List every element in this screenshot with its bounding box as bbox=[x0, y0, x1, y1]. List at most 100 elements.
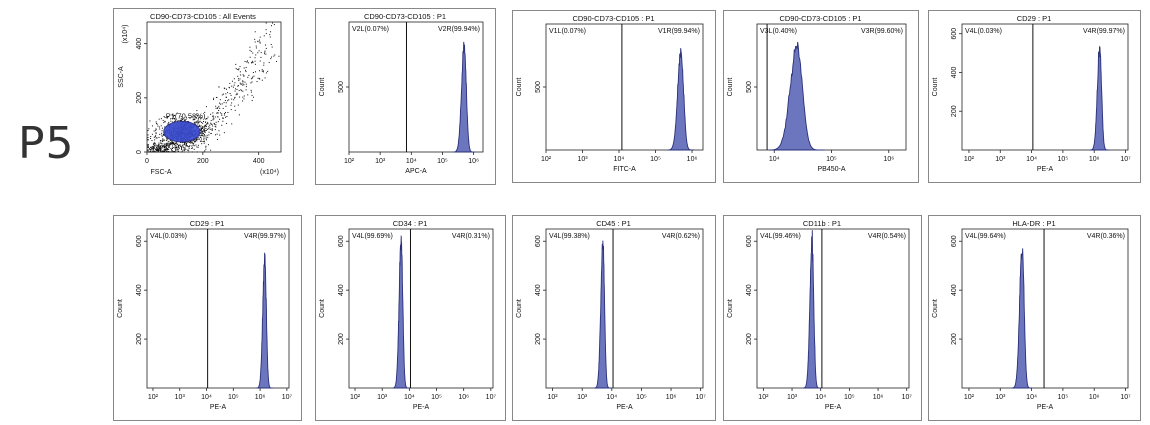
scatter-point bbox=[258, 39, 260, 41]
scatter-point bbox=[160, 145, 162, 147]
scatter-point bbox=[203, 137, 205, 139]
scatter-point bbox=[238, 79, 240, 81]
scatter-point bbox=[246, 60, 248, 62]
scatter-point bbox=[254, 57, 256, 59]
scatter-point bbox=[154, 142, 156, 144]
scatter-point bbox=[175, 120, 177, 122]
scatter-point bbox=[171, 142, 173, 144]
scatter-point bbox=[201, 134, 203, 136]
scatter-point bbox=[170, 143, 172, 145]
scatter-point bbox=[151, 140, 153, 142]
scatter-point bbox=[179, 145, 181, 147]
y-tick-label: 200 bbox=[338, 333, 345, 345]
gate-left-label: V4L(99.69%) bbox=[352, 233, 393, 240]
y-tick-label: 400 bbox=[951, 67, 958, 79]
x-tick-label: 10⁶ bbox=[873, 394, 884, 401]
scatter-point bbox=[209, 129, 211, 131]
scatter-point bbox=[255, 71, 257, 73]
scatter-point bbox=[189, 117, 191, 119]
scatter-point bbox=[212, 115, 214, 117]
scatter-point bbox=[166, 143, 168, 145]
plot-area bbox=[756, 228, 910, 389]
scatter-point bbox=[196, 140, 198, 142]
scatter-point bbox=[203, 138, 205, 140]
scatter-point bbox=[148, 128, 150, 130]
panel-3: CD90-CD73-CD105 : P1 V1L(0.07%) V1R(99.94%… bbox=[512, 10, 716, 183]
scatter-point bbox=[204, 131, 206, 133]
scatter-point bbox=[161, 132, 163, 134]
scatter-point bbox=[170, 120, 172, 122]
scatter-point bbox=[245, 89, 247, 91]
scatter-point bbox=[197, 137, 199, 139]
scatter-point bbox=[171, 150, 173, 152]
scatter-point bbox=[229, 82, 231, 84]
scatter-point bbox=[250, 78, 252, 80]
scatter-point bbox=[197, 138, 199, 140]
scatter-point bbox=[161, 145, 163, 147]
x-tick-label: 10⁶ bbox=[1089, 394, 1100, 401]
scatter-point bbox=[248, 74, 250, 76]
plot-area bbox=[961, 228, 1129, 389]
y-axis-label: Count bbox=[319, 78, 326, 97]
scatter-point bbox=[164, 151, 166, 153]
scatter-point bbox=[242, 82, 244, 84]
y-axis-label: Count bbox=[932, 299, 939, 318]
y-axis-label: Count bbox=[516, 78, 523, 97]
histogram-peak bbox=[392, 235, 410, 389]
panel-frame bbox=[723, 10, 919, 183]
scatter-point bbox=[237, 78, 239, 80]
scatter-point bbox=[269, 36, 271, 38]
scatter-point bbox=[204, 125, 206, 127]
x-tick-label: 10² bbox=[350, 394, 361, 401]
scatter-point bbox=[201, 121, 203, 123]
scatter-point bbox=[168, 145, 170, 147]
scatter-point bbox=[221, 114, 223, 116]
scatter-point bbox=[176, 149, 178, 151]
scatter-point bbox=[158, 145, 160, 147]
scatter-point bbox=[250, 62, 252, 64]
scatter-point bbox=[270, 31, 272, 33]
scatter-point bbox=[155, 144, 157, 146]
x-tick-label: 10⁷ bbox=[1120, 394, 1131, 401]
scatter-point bbox=[250, 82, 252, 84]
scatter-point bbox=[217, 112, 219, 114]
scatter-point bbox=[168, 146, 170, 148]
scatter-point bbox=[148, 151, 150, 153]
scatter-point bbox=[212, 117, 214, 119]
scatter-point bbox=[180, 148, 182, 150]
scatter-point bbox=[244, 61, 246, 63]
scatter-point bbox=[253, 75, 255, 77]
scatter-point bbox=[173, 116, 175, 118]
scatter-point bbox=[225, 102, 227, 104]
scatter-point bbox=[251, 94, 253, 96]
x-tick-label: 10³ bbox=[787, 394, 798, 401]
scatter-point bbox=[208, 131, 210, 133]
scatter-point bbox=[188, 146, 190, 148]
scatter-point bbox=[197, 119, 199, 121]
scatter-point bbox=[157, 148, 159, 150]
scatter-point bbox=[243, 98, 245, 100]
scatter-point bbox=[159, 147, 161, 149]
scatter-point bbox=[155, 130, 157, 132]
scatter-point bbox=[161, 135, 163, 137]
x-tick-label: 10⁵ bbox=[1058, 394, 1069, 401]
scatter-point bbox=[175, 150, 177, 152]
scatter-point bbox=[192, 142, 194, 144]
gate-right-label: V4R(0.54%) bbox=[868, 233, 906, 240]
scatter-point bbox=[252, 52, 254, 54]
scatter-point bbox=[258, 50, 260, 52]
y-unit-label: (x10⁴) bbox=[122, 25, 129, 44]
scatter-point bbox=[263, 53, 265, 55]
x-tick-label: 10⁷ bbox=[282, 394, 293, 401]
x-tick-label: 10⁴ bbox=[614, 156, 625, 163]
x-tick-label: 10³ bbox=[377, 394, 388, 401]
scatter-point bbox=[230, 104, 232, 106]
scatter-point bbox=[264, 77, 266, 79]
scatter-point bbox=[176, 147, 178, 149]
scatter-point bbox=[263, 62, 265, 64]
scatter-point bbox=[155, 135, 157, 137]
scatter-point bbox=[238, 69, 240, 71]
scatter-point bbox=[225, 116, 227, 118]
scatter-point bbox=[259, 36, 261, 38]
scatter-point bbox=[193, 145, 195, 147]
